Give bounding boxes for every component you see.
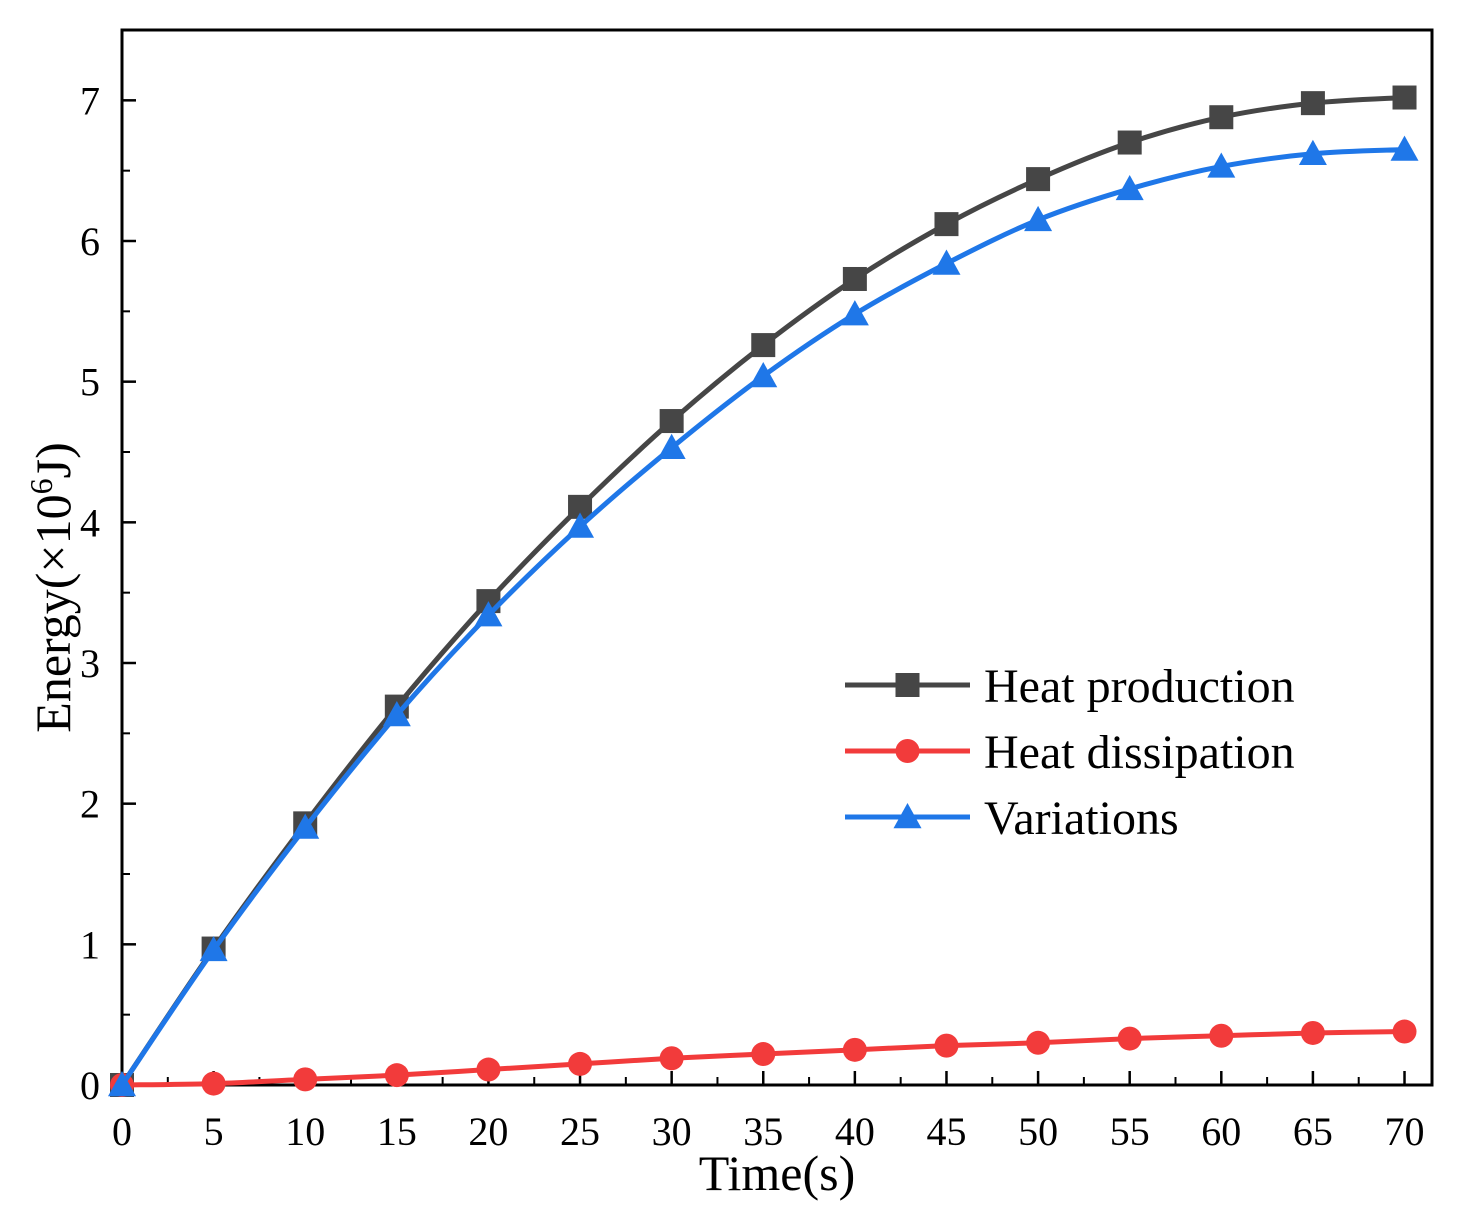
y-tick-label: 5 [80, 360, 100, 405]
x-tick-label: 5 [204, 1109, 224, 1154]
data-point-variations [199, 935, 228, 962]
series-line-variations [119, 147, 1405, 1087]
x-tick-label: 0 [112, 1109, 132, 1154]
data-point-heat-dissipation [476, 1057, 501, 1082]
x-tick-label: 65 [1293, 1109, 1333, 1154]
legend-label: Heat dissipation [984, 726, 1295, 779]
data-point-heat-production [1300, 91, 1325, 116]
legend-marker [895, 739, 920, 763]
data-point-heat-production [842, 266, 867, 291]
legend-marker [893, 803, 922, 829]
plot-border [120, 28, 1434, 1087]
data-point-variations [291, 813, 320, 839]
data-point-variations [1115, 174, 1144, 201]
legend-label: Variations [984, 792, 1179, 845]
y-tick-label: 3 [80, 641, 100, 686]
x-tick-label: 35 [743, 1109, 783, 1154]
legend-label: Heat production [984, 660, 1295, 713]
y-tick-label: 4 [80, 500, 100, 545]
data-point-heat-production [1026, 167, 1051, 192]
y-axis-title: Energy(×106J) [23, 442, 81, 732]
legend-item-heat-production: Heat production [845, 660, 1295, 713]
legend-item-heat-dissipation: Heat dissipation [845, 726, 1295, 779]
data-point-variations [657, 433, 686, 459]
data-point-heat-dissipation [659, 1046, 684, 1071]
y-tick-label: 0 [80, 1063, 100, 1108]
x-tick-label: 15 [377, 1109, 417, 1154]
x-tick-label: 45 [926, 1109, 966, 1154]
data-point-variations [1024, 205, 1053, 232]
series-layer [108, 85, 1419, 1097]
x-tick-label: 25 [560, 1109, 600, 1154]
data-point-heat-dissipation [1209, 1023, 1234, 1048]
data-point-heat-production [934, 212, 959, 237]
x-tick-label: 20 [468, 1109, 508, 1154]
data-point-heat-dissipation [934, 1033, 959, 1058]
y-axis-title-exponent: 6 [23, 478, 59, 494]
data-point-heat-production [659, 409, 684, 434]
x-tick-label: 40 [835, 1109, 875, 1154]
x-tick-label: 60 [1201, 1109, 1241, 1154]
data-point-heat-dissipation [1392, 1019, 1417, 1044]
y-tick-label: 7 [80, 78, 100, 123]
data-point-heat-dissipation [201, 1071, 226, 1096]
data-point-variations [1207, 152, 1236, 178]
data-point-variations [1298, 139, 1327, 165]
series-heat-production [110, 85, 1417, 1097]
data-point-heat-production [1117, 130, 1142, 155]
data-point-variations [566, 512, 595, 538]
data-point-heat-dissipation [293, 1067, 318, 1092]
series-line-heat-production [119, 95, 1405, 1087]
data-point-variations [108, 1071, 136, 1097]
data-point-variations [932, 249, 961, 275]
x-tick-label: 50 [1018, 1109, 1058, 1154]
x-axis-title: Time(s) [699, 1145, 856, 1201]
data-point-variations [749, 362, 778, 388]
data-point-heat-dissipation [842, 1037, 867, 1062]
y-tick-label: 1 [80, 922, 100, 967]
data-point-heat-production [1392, 85, 1417, 110]
x-tick-label: 30 [652, 1109, 692, 1154]
data-point-heat-dissipation [751, 1042, 776, 1067]
legend-marker [895, 673, 920, 697]
data-point-heat-production [1209, 105, 1234, 130]
y-tick-label: 2 [80, 782, 100, 827]
data-point-heat-dissipation [568, 1051, 593, 1076]
data-point-variations [840, 300, 869, 326]
y-axis-title-prefix: Energy(×10 [25, 494, 81, 732]
x-tick-label: 55 [1110, 1109, 1150, 1154]
data-point-heat-dissipation [1026, 1030, 1051, 1055]
data-point-heat-dissipation [1300, 1020, 1325, 1045]
data-point-heat-production [751, 333, 776, 358]
data-point-variations [1390, 135, 1419, 161]
y-tick-label: 6 [80, 219, 100, 264]
series-variations [108, 135, 1419, 1097]
data-point-heat-dissipation [384, 1063, 409, 1088]
y-axis-title-suffix: J) [25, 442, 81, 478]
data-point-heat-dissipation [1117, 1026, 1142, 1051]
data-point-variations [382, 701, 411, 727]
data-point-variations [474, 601, 503, 627]
x-tick-label: 70 [1385, 1109, 1425, 1154]
x-tick-label: 10 [285, 1109, 325, 1154]
legend-item-variations: Variations [845, 792, 1179, 845]
legend: Heat production Heat dissipation Variation… [845, 660, 1295, 845]
